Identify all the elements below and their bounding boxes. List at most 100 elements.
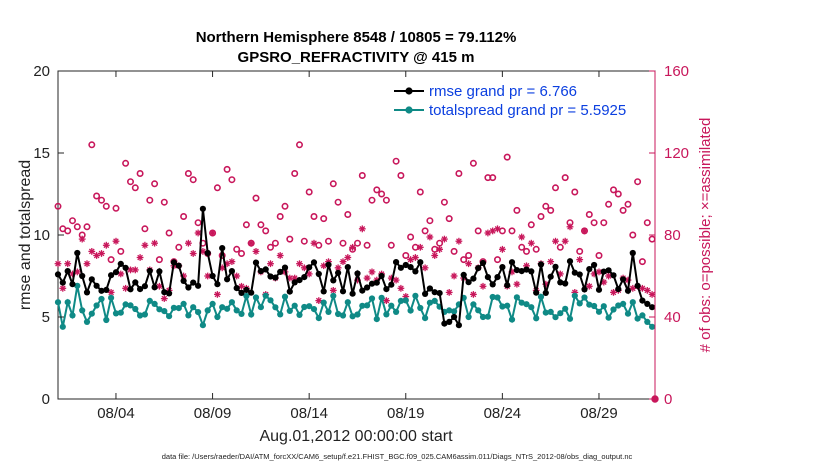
rmse-point [267, 273, 274, 280]
assimilated-obs-stroke [451, 273, 457, 279]
rmse-point [441, 320, 448, 327]
assimilated-obs-marker [64, 260, 72, 268]
rmse-point [156, 268, 163, 275]
possible-obs-marker [619, 206, 627, 214]
possible-obs-marker [88, 141, 96, 149]
rmse-point [533, 289, 540, 296]
possible-obs-marker [571, 188, 579, 196]
assimilated-obs-stroke [576, 256, 583, 263]
rmse-point [103, 286, 110, 293]
assimilated-obs-stroke [465, 260, 472, 267]
rmse-point [504, 282, 511, 289]
y2-tick-label: 0 [664, 391, 672, 408]
possible-obs-marker [141, 225, 149, 233]
spread-point [286, 307, 293, 314]
assimilated-obs-stroke [113, 238, 119, 244]
rmse-point [537, 261, 545, 268]
assimilated-obs-stroke [562, 238, 568, 244]
rmse-point [180, 277, 187, 284]
possible-obs-marker [358, 172, 366, 180]
assimilated-obs-stroke [547, 258, 554, 265]
possible-obs-marker [334, 198, 342, 206]
rmse-point [359, 287, 366, 294]
assimilated-obs-marker [349, 243, 356, 251]
assimilated-obs-marker [329, 287, 337, 294]
assimilated-obs-marker [160, 295, 168, 302]
possible-obs-marker [344, 211, 352, 219]
spread-point [562, 305, 569, 312]
spread-point [248, 311, 255, 318]
spread-point [624, 310, 632, 317]
assimilated-obs-stroke [335, 264, 341, 271]
assimilated-obs-marker [499, 245, 506, 253]
spread-point [190, 304, 197, 311]
spread-point [306, 303, 313, 310]
spread-point [320, 299, 327, 306]
assimilated-obs-marker [397, 284, 405, 292]
possible-obs-marker [339, 239, 347, 247]
assimilated-obs-marker [585, 282, 593, 290]
spread-point [426, 299, 433, 306]
spread-point [557, 310, 564, 317]
possible-obs-marker [295, 141, 303, 149]
spread-point [576, 300, 583, 307]
rmse-point [190, 279, 197, 286]
possible-obs-marker [547, 206, 555, 214]
spread-point [513, 294, 521, 301]
assimilated-obs-marker [112, 237, 120, 245]
spread-point [219, 304, 226, 311]
assimilated-obs-marker [276, 252, 284, 259]
rmse-point [306, 264, 313, 271]
rmse-point [426, 285, 433, 292]
assimilated-obs-stroke [64, 260, 71, 267]
spread-point [600, 303, 607, 310]
spread-point [93, 302, 100, 309]
assimilated-obs-stroke [88, 248, 95, 255]
rmse-point [610, 272, 617, 279]
assimilated-obs-stroke [644, 287, 651, 294]
rmse-point [393, 259, 400, 266]
assimilated-obs-marker [214, 291, 221, 298]
possible-obs-marker [387, 241, 395, 249]
assimilated-obs-marker [513, 280, 521, 288]
spread-point [146, 297, 153, 304]
y-tick-label: 5 [42, 309, 50, 326]
assimilated-obs-marker [247, 239, 255, 247]
spread-point [228, 299, 235, 306]
assimilated-obs-marker [185, 239, 192, 247]
legend-rmse-marker [405, 87, 413, 95]
assimilated-obs-stroke [291, 275, 298, 281]
assimilated-obs-marker [315, 297, 323, 304]
assimilated-obs-stroke [639, 285, 646, 292]
y-tick-label: 15 [33, 145, 50, 162]
spread-point [296, 311, 303, 318]
spread-point [373, 316, 380, 323]
x-tick-label: 08/09 [194, 405, 232, 422]
assimilated-obs-marker [339, 258, 347, 265]
rmse-point [494, 274, 501, 281]
assimilated-obs-stroke [103, 242, 110, 249]
spread-point [359, 302, 366, 309]
spread-point [74, 282, 81, 289]
rmse-point [54, 271, 62, 278]
possible-obs-marker [252, 194, 260, 202]
possible-obs-marker [281, 202, 289, 210]
assimilated-obs-marker [194, 229, 202, 237]
possible-obs-marker [223, 165, 231, 173]
rmse-point [325, 261, 332, 268]
assimilated-obs-stroke [229, 258, 235, 265]
assimilated-obs-stroke [151, 240, 158, 247]
assimilated-obs-marker [566, 223, 574, 231]
assimilated-obs-marker [334, 264, 342, 272]
possible-obs-marker [513, 206, 521, 214]
rmse-point [79, 272, 86, 280]
possible-obs-marker [257, 221, 265, 229]
spread-point [475, 307, 482, 314]
assimilated-obs-stroke [586, 283, 593, 290]
possible-obs-marker [363, 241, 371, 249]
assimilated-obs-marker [78, 235, 86, 243]
assimilated-obs-marker [209, 229, 216, 237]
rmse-point [513, 267, 521, 274]
assimilated-obs-marker [136, 254, 144, 261]
assimilated-obs-stroke [74, 269, 81, 275]
